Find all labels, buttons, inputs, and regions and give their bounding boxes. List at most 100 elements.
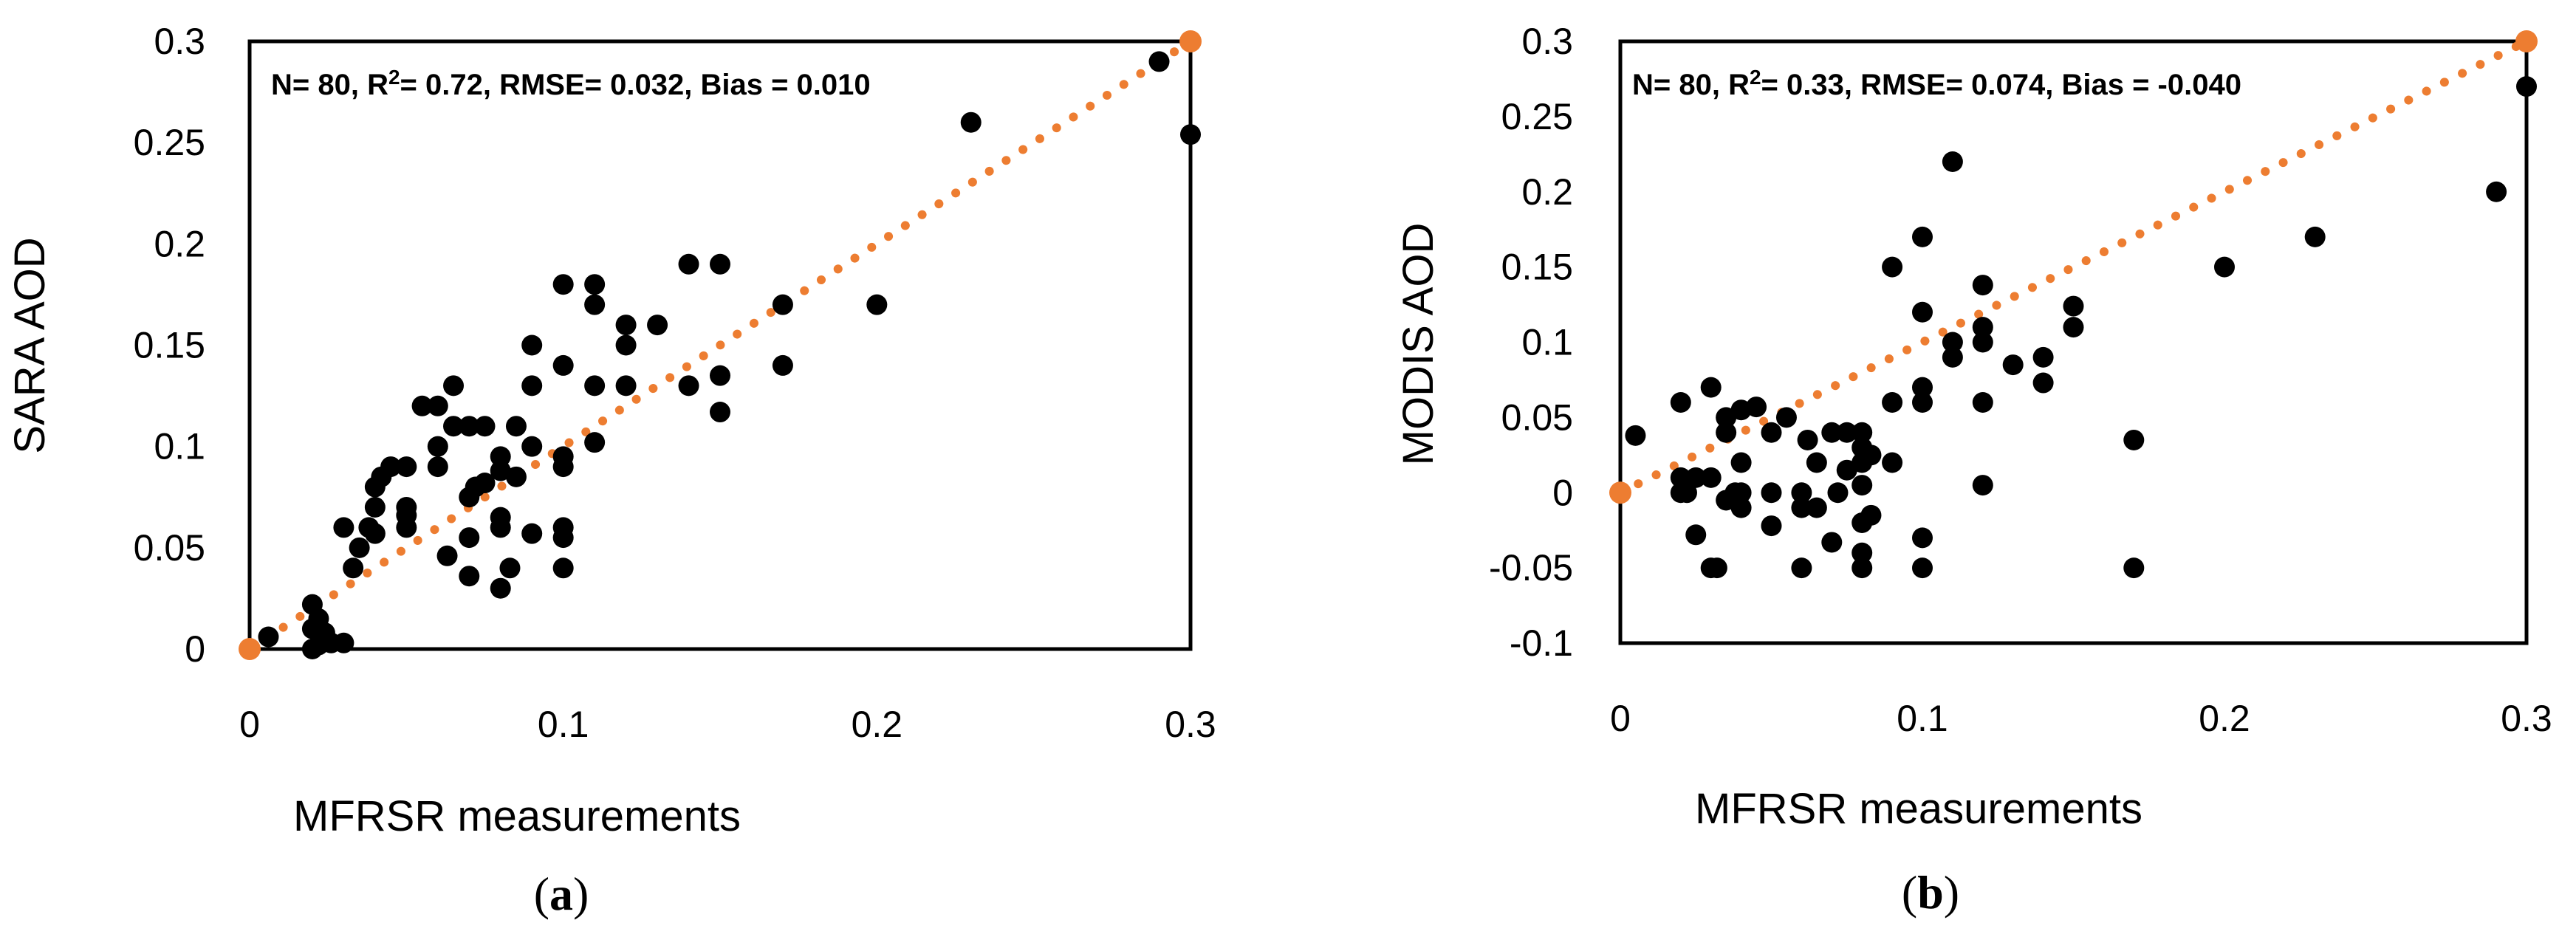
data-point [1821,532,1843,553]
fit-line-a [245,37,1195,653]
data-point [772,354,793,376]
data-point [411,395,433,416]
data-point [1180,124,1201,145]
data-point [396,456,417,478]
data-point [960,111,982,133]
chart-panel-a: 0 0.05 0.1 0.15 0.2 0.25 0.3 0 0.1 0.2 0.3 N= 80,… [6,21,1216,920]
y-tick-label: 0.25 [1501,96,1573,137]
data-point [1972,332,1993,353]
data-point [1882,256,1903,278]
data-point [1942,346,1963,368]
y-tick-label: 0.05 [134,527,205,569]
data-point [443,375,465,397]
data-point [1700,467,1722,488]
x-tick-label: 0.3 [2501,698,2552,739]
data-point [1912,226,1933,247]
data-point [521,523,543,544]
x-tick-label: 0.2 [852,704,903,745]
fit-line-b [1616,37,2531,498]
data-point [301,639,323,659]
fit-endpoint [1609,481,1631,504]
x-tick-label: 0.2 [2199,698,2250,739]
data-point [584,294,606,315]
data-point [505,416,527,437]
fit-endpoint [2515,30,2538,52]
data-point [1700,377,1722,398]
data-point [1806,452,1827,473]
data-point [1821,422,1843,443]
data-point [1625,425,1646,446]
data-point [1882,392,1903,413]
y-tick-label: 0 [1552,472,1573,513]
data-point [2032,346,2054,368]
data-point [2486,181,2507,202]
data-point [505,466,527,487]
data-point [552,527,574,549]
data-point [1685,524,1707,546]
data-point [710,402,730,423]
data-point [1912,377,1933,398]
data-point [1972,392,1993,413]
y-tick-label: -0.1 [1510,622,1573,664]
data-point [647,315,668,336]
data-point [333,632,354,653]
data-point [1852,475,1873,496]
panel-label-b: (b) [1902,866,1959,919]
data-point [772,294,793,315]
data-point [552,456,574,478]
data-point [2123,429,2145,450]
plot-frame-a [247,39,1193,651]
x-tick-label: 0 [239,704,260,745]
data-point [1706,557,1727,579]
data-point [1761,482,1782,504]
x-axis-title-b: MFRSR measurements [1695,785,2142,833]
x-tick-labels-b: 0 0.1 0.2 0.3 [1610,698,2552,739]
data-point [1882,452,1903,473]
data-point [1852,422,1873,443]
y-tick-label: 0.3 [154,21,205,62]
data-point [1836,422,1857,443]
plot-frame-b [1618,39,2529,645]
data-point [1827,482,1849,504]
data-point [1912,392,1933,413]
data-point [349,537,370,558]
data-point [1791,482,1812,504]
data-point [1685,467,1707,488]
stats-annotation-b: N= 80, R2= 0.33, RMSE= 0.074, Bias = -0.… [1632,66,2241,101]
x-tick-label: 0.1 [1897,698,1948,739]
data-point [474,416,496,437]
data-point [459,416,480,437]
data-point [710,253,730,275]
data-point [552,274,574,295]
data-point [443,416,465,437]
data-point [490,517,511,538]
data-point [427,395,448,416]
data-point [364,496,386,518]
y-tick-label: 0.25 [134,122,205,163]
y-axis-title-a: SARA AOD [6,237,54,453]
fit-line [245,37,1195,653]
x-tick-label: 0.3 [1165,704,1216,745]
x-axis-title-a: MFRSR measurements [293,792,741,840]
data-points-a [258,51,1201,659]
panel-label-a: (a) [534,868,589,920]
fit-line [1616,37,2531,498]
data-point [1860,445,1882,466]
data-point [552,557,574,579]
data-point [333,517,354,538]
y-tick-label: 0.2 [154,223,205,264]
data-point [521,375,543,397]
data-point [1942,151,1963,172]
data-point [396,496,417,518]
y-tick-label: 0 [185,628,205,670]
data-point [1912,301,1933,323]
data-point [1860,504,1882,526]
data-point [552,354,574,376]
fit-endpoints-b [1609,30,2538,504]
data-point [427,456,448,478]
data-point [1676,482,1697,504]
data-point [1852,542,1873,563]
data-point [2063,317,2084,338]
data-point [2032,372,2054,394]
